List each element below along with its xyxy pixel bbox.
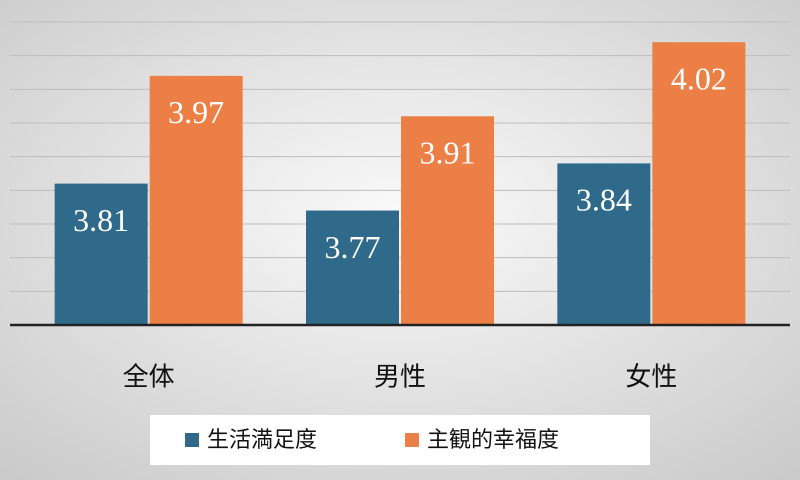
bar	[149, 75, 243, 325]
bar	[652, 42, 746, 325]
x-tick-label: 女性	[625, 363, 677, 393]
x-tick-label: 全体	[123, 363, 175, 393]
bar	[557, 163, 651, 325]
legend-swatch	[405, 433, 419, 447]
bar	[54, 183, 148, 325]
value-label: 3.91	[420, 135, 476, 171]
x-tick-label: 男性	[374, 363, 426, 393]
value-label: 3.84	[576, 182, 632, 218]
bar	[306, 210, 399, 325]
value-label: 3.97	[168, 94, 224, 130]
legend-box	[150, 415, 650, 465]
value-label: 3.81	[73, 202, 129, 238]
legend-label: 主観的幸福度	[427, 428, 559, 453]
value-label: 4.02	[671, 61, 727, 97]
legend-swatch	[185, 433, 199, 447]
legend-label: 生活満足度	[207, 428, 317, 453]
value-label: 3.77	[325, 229, 381, 265]
bar	[401, 116, 494, 326]
